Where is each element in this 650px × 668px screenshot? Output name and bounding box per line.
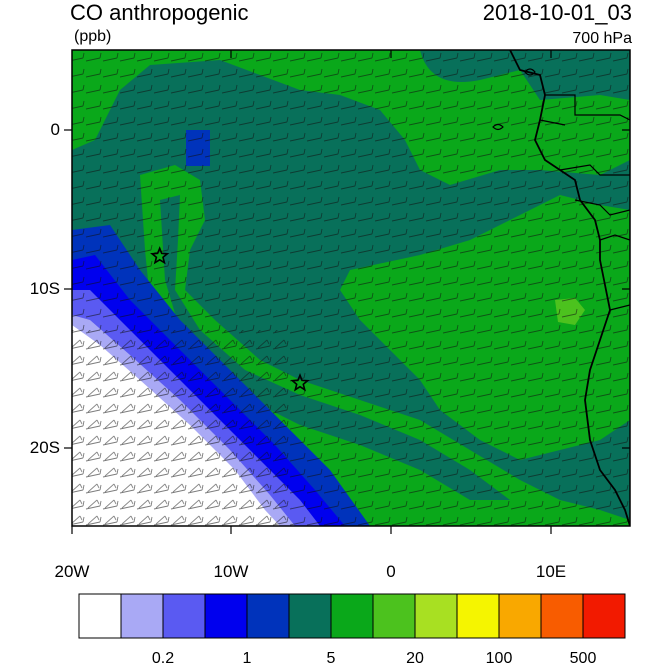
colorbar-tick-label: 1 bbox=[242, 650, 252, 667]
lon-label-20w: 20W bbox=[54, 562, 90, 581]
datetime-label: 2018-10-01_03 bbox=[482, 0, 632, 25]
plot-title: CO anthropogenic bbox=[70, 0, 249, 25]
units-label: (ppb) bbox=[74, 28, 112, 45]
colorbar-tick-label: 500 bbox=[569, 650, 597, 667]
colorbar bbox=[78, 593, 626, 639]
country-borders bbox=[539, 94, 630, 311]
colorbar-swatch bbox=[120, 593, 164, 639]
colorbar-swatch bbox=[162, 593, 206, 639]
colorbar-swatch bbox=[372, 593, 416, 639]
colorbar-tick-label: 100 bbox=[485, 650, 513, 667]
lat-label-0: 0 bbox=[50, 120, 60, 139]
colorbar-swatch bbox=[456, 593, 500, 639]
marker-layer bbox=[150, 246, 310, 392]
colorbar-tick-label: 0.2 bbox=[151, 650, 175, 667]
wind-barbs-southwest bbox=[72, 330, 292, 526]
map-frame bbox=[71, 49, 631, 527]
colorbar-tick-label: 20 bbox=[406, 650, 424, 667]
colorbar-tick-label: 5 bbox=[326, 650, 336, 667]
pressure-level-label: 700 hPa bbox=[572, 30, 632, 47]
islands bbox=[492, 68, 536, 131]
colorbar-swatch bbox=[288, 593, 332, 639]
colorbar-swatch bbox=[78, 593, 122, 639]
colorbar-swatch bbox=[204, 593, 248, 639]
colorbar-swatch bbox=[414, 593, 458, 639]
lat-label-20s: 20S bbox=[29, 438, 60, 457]
colorbar-swatch bbox=[582, 593, 626, 639]
colorbar-swatch bbox=[330, 593, 374, 639]
lon-label-0: 0 bbox=[386, 562, 396, 581]
lon-label-10e: 10E bbox=[535, 562, 567, 581]
lat-label-10s: 10S bbox=[29, 279, 60, 298]
map-field bbox=[72, 50, 630, 526]
star-marker-west bbox=[150, 246, 170, 265]
axis-ticks bbox=[64, 50, 630, 534]
colorbar-swatch bbox=[540, 593, 584, 639]
star-marker-central bbox=[290, 373, 310, 392]
colorbar-swatch bbox=[498, 593, 542, 639]
colorbar-swatch bbox=[246, 593, 290, 639]
lon-label-10w: 10W bbox=[213, 562, 249, 581]
